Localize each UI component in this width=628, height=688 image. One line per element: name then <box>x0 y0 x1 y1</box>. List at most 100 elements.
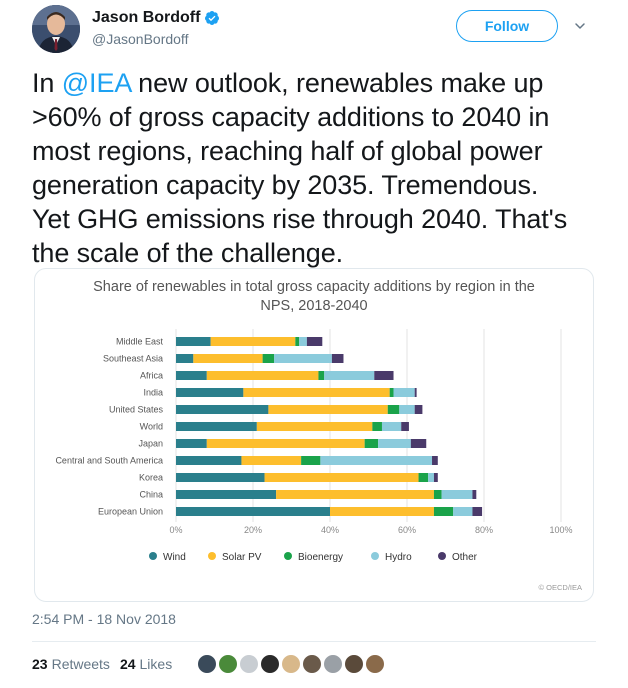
bar-segment-bioenergy <box>418 473 429 482</box>
bar-segment-bioenergy <box>433 507 454 516</box>
tweet-timestamp[interactable]: 2:54 PM - 18 Nov 2018 <box>32 611 176 627</box>
liker-avatar[interactable] <box>196 653 218 675</box>
bar-segment-wind <box>176 456 242 465</box>
x-tick-label: 0% <box>169 525 182 535</box>
bar-segment-bioenergy <box>364 439 379 448</box>
bar-segment-hydro <box>393 388 415 397</box>
bar-segment-hydro <box>441 490 473 499</box>
bar-segment-bioenergy <box>372 422 382 431</box>
category-label: Central and South America <box>55 456 163 466</box>
tweet-line: generation capacity by 2035. Tremendous. <box>32 170 539 200</box>
bar-segment-wind <box>176 337 211 346</box>
legend-marker <box>371 552 379 560</box>
x-tick-label: 40% <box>321 525 339 535</box>
chevron-down-icon[interactable] <box>574 20 586 32</box>
author-name-row[interactable]: Jason Bordoff <box>92 9 220 27</box>
bar-segment-other <box>374 371 394 380</box>
bar-segment-hydro <box>399 405 415 414</box>
bar-segment-bioenergy <box>318 371 325 380</box>
bar-segment-hydro <box>324 371 375 380</box>
bar-segment-hydro <box>274 354 332 363</box>
chart-source: © OECD/IEA <box>539 583 582 592</box>
liker-avatar[interactable] <box>217 653 239 675</box>
bar-segment-solar-pv <box>193 354 263 363</box>
author-handle[interactable]: @JasonBordoff <box>92 31 189 47</box>
bar-segment-solar-pv <box>210 337 296 346</box>
tweet-line: Yet GHG emissions rise through 2040. Tha… <box>32 204 568 234</box>
legend-label: Solar PV <box>222 552 262 563</box>
legend-marker <box>438 552 446 560</box>
bar-segment-wind <box>176 422 257 431</box>
tweet-line: the scale of the challenge. <box>32 238 344 268</box>
bar-segment-wind <box>176 388 244 397</box>
bar-segment-bioenergy <box>433 490 442 499</box>
category-label: Middle East <box>116 337 164 347</box>
x-tick-label: 80% <box>475 525 493 535</box>
bar-segment-hydro <box>453 507 473 516</box>
author-display-name[interactable]: Jason Bordoff <box>92 9 201 26</box>
retweets-stat[interactable]: 23 Retweets <box>32 656 110 672</box>
liker-avatar[interactable] <box>259 653 281 675</box>
bar-segment-solar-pv <box>241 456 302 465</box>
category-label: Southeast Asia <box>103 354 163 364</box>
bar-segment-hydro <box>381 422 402 431</box>
chart-title: Share of renewables in total gross capac… <box>35 278 593 316</box>
liker-avatar[interactable] <box>364 653 386 675</box>
tweet-line-text: new outlook, renewables make up <box>130 68 544 98</box>
verified-badge-icon <box>205 11 220 25</box>
bar-segment-other <box>432 456 438 465</box>
bar-segment-wind <box>176 354 194 363</box>
chart-image-card[interactable]: Share of renewables in total gross capac… <box>34 268 594 602</box>
bar-segment-bioenergy <box>387 405 400 414</box>
legend-marker <box>284 552 292 560</box>
liker-avatar[interactable] <box>343 653 365 675</box>
bar-segment-hydro <box>378 439 411 448</box>
divider <box>32 641 596 642</box>
bar-segment-wind <box>176 473 265 482</box>
bar-segment-other <box>401 422 409 431</box>
bar-segment-other <box>410 439 427 448</box>
retweets-count: 23 <box>32 656 48 672</box>
follow-button[interactable]: Follow <box>456 10 558 42</box>
bar-segment-other <box>331 354 344 363</box>
legend-label: Bioenergy <box>298 552 343 563</box>
tweet-text: In @IEA new outlook, renewables make up … <box>32 66 602 270</box>
retweets-label: Retweets <box>51 656 110 672</box>
category-label: Africa <box>140 371 163 381</box>
bar-segment-other <box>472 507 483 516</box>
mention-link[interactable]: @IEA <box>61 68 131 98</box>
bar-segment-solar-pv <box>276 490 434 499</box>
liker-avatar[interactable] <box>301 653 323 675</box>
bar-segment-other <box>306 337 323 346</box>
engagement-stats: 23 Retweets 24 Likes <box>32 656 182 672</box>
bar-segment-solar-pv <box>206 439 365 448</box>
likes-label: Likes <box>139 656 173 672</box>
bar-segment-wind <box>176 490 277 499</box>
bar-segment-solar-pv <box>330 507 434 516</box>
category-label: United States <box>109 405 164 415</box>
bar-segment-solar-pv <box>268 405 388 414</box>
category-label: India <box>143 388 163 398</box>
legend-marker <box>149 552 157 560</box>
category-label: European Union <box>98 507 163 517</box>
likes-count: 24 <box>119 656 136 672</box>
bar-segment-other <box>472 490 477 499</box>
avatar-image <box>32 5 80 53</box>
tweet-line: >60% of gross capacity additions to 2040… <box>32 102 550 132</box>
bar-segment-hydro <box>299 337 307 346</box>
x-tick-label: 20% <box>244 525 262 535</box>
bar-segment-solar-pv <box>256 422 373 431</box>
chart-title-line: NPS, 2018-2040 <box>260 298 368 314</box>
tweet-line-prefix: In <box>32 68 62 98</box>
liker-avatar[interactable] <box>322 653 344 675</box>
bar-segment-other <box>414 405 423 414</box>
category-label: World <box>140 422 163 432</box>
liker-avatar[interactable] <box>280 653 302 675</box>
author-avatar[interactable] <box>32 5 80 53</box>
chart-title-line: Share of renewables in total gross capac… <box>93 279 535 295</box>
liker-avatar[interactable] <box>238 653 260 675</box>
likes-stat[interactable]: 24 Likes <box>120 656 172 672</box>
x-tick-label: 60% <box>398 525 416 535</box>
bar-segment-bioenergy <box>262 354 275 363</box>
bar-segment-wind <box>176 405 269 414</box>
